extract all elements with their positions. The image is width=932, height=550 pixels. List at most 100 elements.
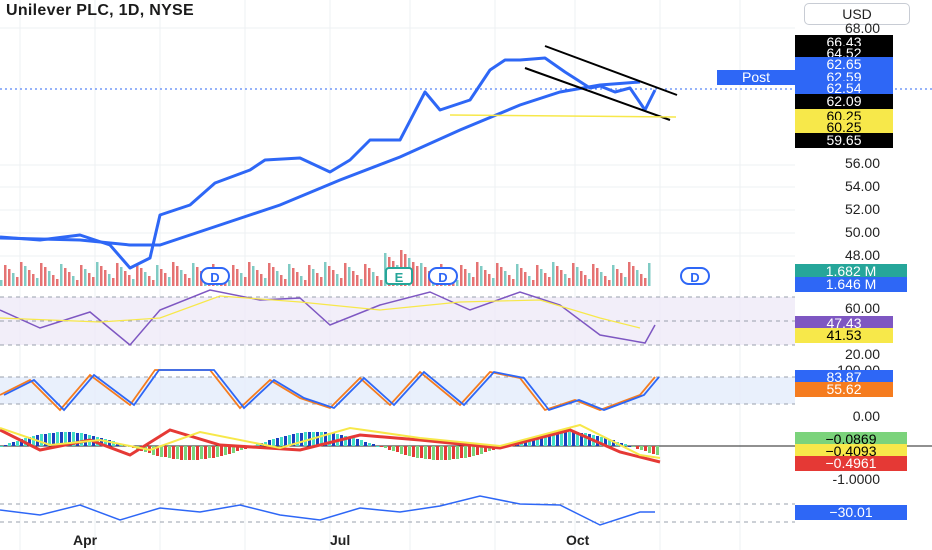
macd-hist-bar <box>580 433 583 446</box>
macd-hist-bar <box>640 446 643 450</box>
volume-bar <box>536 265 539 286</box>
macd-hist-bar <box>396 446 399 452</box>
volume-bar <box>636 270 639 286</box>
volume-bar <box>484 270 487 286</box>
macd-hist-bar <box>32 436 35 446</box>
currency-selector[interactable]: USD <box>804 3 910 25</box>
volume-bar <box>144 272 147 286</box>
rsi-tick: 60.00 <box>844 300 880 316</box>
macd-hist-bar <box>648 446 651 453</box>
volume-bar <box>280 275 283 286</box>
macd-hist-bar <box>536 436 539 446</box>
dividend-marker[interactable]: D <box>200 267 230 285</box>
volume-bar <box>640 274 643 286</box>
volume-bar <box>612 265 615 286</box>
macd-hist-bar <box>628 446 631 447</box>
volume-bar <box>284 279 287 286</box>
volume-bar <box>312 269 315 286</box>
macd-hist-bar <box>552 433 555 446</box>
macd-hist-bar <box>400 446 403 454</box>
volume-bar <box>108 274 111 286</box>
macd-hist-bar <box>20 439 23 446</box>
volume-bar <box>172 262 175 286</box>
volume-bar <box>12 273 15 286</box>
macd-hist-bar <box>420 446 423 458</box>
volume-bar <box>624 277 627 286</box>
stoch-band <box>0 377 795 404</box>
volume-bar <box>416 266 419 286</box>
macd-hist-bar <box>160 446 163 457</box>
macd-hist-bar <box>216 446 219 457</box>
volume-bar <box>540 269 543 286</box>
volume-bar <box>116 263 119 286</box>
macd-hist-bar <box>428 446 431 459</box>
macd-hist-bar <box>40 434 43 446</box>
macd-hist-bar <box>392 446 395 451</box>
symbol-title[interactable]: Unilever PLC, 1D, NYSE <box>6 2 194 19</box>
stoch-k-line <box>3 369 660 412</box>
price-tick: 54.00 <box>844 178 880 194</box>
volume-bar <box>568 278 571 286</box>
dividend-marker[interactable]: D <box>428 267 458 285</box>
volume-bar <box>56 279 59 286</box>
volume-bar <box>52 275 55 286</box>
macd-hist-bar <box>436 446 439 460</box>
volume-bar <box>512 279 515 286</box>
volume-bar <box>592 264 595 286</box>
volume-bar <box>236 269 239 286</box>
volume-bar <box>196 267 199 286</box>
volume-bar <box>120 267 123 286</box>
volume-bar <box>260 274 263 286</box>
price-tick: 50.00 <box>844 224 880 240</box>
volume-bar <box>268 263 271 286</box>
volume-bar <box>128 275 131 286</box>
dividend-marker[interactable]: D <box>680 267 710 285</box>
macd-hist-bar <box>316 432 319 446</box>
macd-hist-bar <box>404 446 407 455</box>
volume-bar <box>328 266 331 286</box>
earnings-marker[interactable]: E <box>385 267 413 285</box>
volume-bar <box>368 268 371 286</box>
macd-hist-bar <box>484 446 487 452</box>
volume-bar <box>80 265 83 286</box>
macd-hist-bar <box>212 446 215 458</box>
volume-bar <box>160 269 163 286</box>
macd-hist-bar <box>624 444 627 446</box>
volume-bar <box>596 268 599 286</box>
volume-bar <box>348 267 351 286</box>
volume-bar <box>620 273 623 286</box>
macd-hist-bar <box>28 437 31 446</box>
macd-hist-bar <box>292 434 295 446</box>
macd-hist-bar <box>472 446 475 456</box>
macd-hist-bar <box>64 432 67 446</box>
macd-hist-bar <box>480 446 483 454</box>
volume-bar <box>608 280 611 286</box>
volume-badge: 1.682 M <box>795 264 907 279</box>
volume-bar <box>344 263 347 286</box>
macd-hist-bar <box>632 446 635 447</box>
moving-average-line <box>0 80 641 247</box>
volume-bar <box>300 276 303 286</box>
volume-bar <box>232 265 235 286</box>
price-tick: 56.00 <box>844 155 880 171</box>
stoch-d-line <box>0 369 656 412</box>
macd-hist-bar <box>152 446 155 455</box>
macd-hist-bar <box>432 446 435 460</box>
macd-hist-bar <box>364 442 367 446</box>
volume-bar <box>168 277 171 286</box>
macd-hist-bar <box>0 446 3 447</box>
volume-bar <box>244 277 247 286</box>
volume-bar <box>504 271 507 286</box>
volume-bar <box>364 264 367 286</box>
volume-bar <box>584 275 587 286</box>
macd-hist-bar <box>264 442 267 446</box>
volume-bar <box>336 274 339 286</box>
volume-bar <box>192 263 195 286</box>
volume-bar <box>644 278 647 286</box>
macd-hist-bar <box>344 436 347 446</box>
macd-hist-bar <box>388 446 391 450</box>
volume-bar <box>572 263 575 286</box>
macd-hist-bar <box>196 446 199 460</box>
